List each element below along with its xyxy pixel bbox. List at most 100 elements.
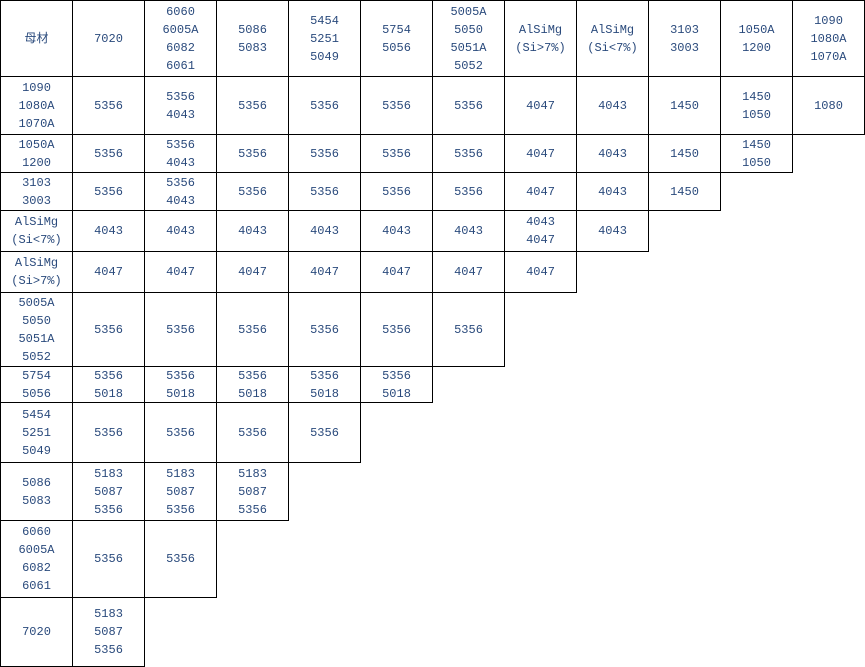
- value-cell: 5356: [288, 172, 361, 211]
- cell-text: 4047: [526, 233, 555, 247]
- cell-text: (Si>7%): [11, 274, 62, 288]
- cell-text: 5356: [94, 368, 123, 383]
- value-cell: 5356 5018: [72, 366, 145, 403]
- value-cell: 5356: [288, 76, 361, 135]
- value-cell: 5356: [216, 134, 289, 173]
- cell-text: 5056: [22, 386, 51, 401]
- cell-text: 4047: [526, 184, 555, 199]
- cell-text: 7020: [22, 625, 51, 639]
- cell-text: 4043: [238, 224, 267, 238]
- cell-text: 5356: [166, 175, 195, 190]
- value-cell: 5183 5087 5356: [72, 462, 145, 521]
- cell-text: 7020: [94, 31, 123, 46]
- value-cell: 5356: [288, 134, 361, 173]
- cell-text: 5356: [310, 184, 339, 199]
- cell-text: 5018: [310, 386, 339, 401]
- row-label-cell: 1090 1080A 1070A: [0, 76, 73, 135]
- value-cell: 1450: [648, 172, 721, 211]
- cell-text: 5356: [166, 89, 195, 104]
- value-cell: 5356: [288, 292, 361, 367]
- cell-text: 1450: [742, 137, 771, 152]
- value-cell: 5356: [360, 292, 433, 367]
- cell-text: 4047: [166, 265, 195, 279]
- value-cell: 1450: [648, 134, 721, 173]
- header-cell: 3103 3003: [648, 0, 721, 77]
- value-cell: 4043: [288, 210, 361, 252]
- cell-text: 5356: [310, 368, 339, 383]
- value-cell: 5356: [72, 134, 145, 173]
- value-cell: 5356: [216, 76, 289, 135]
- cell-text: 5083: [238, 40, 267, 55]
- cell-text: 5049: [22, 443, 51, 458]
- cell-text: 1090: [814, 13, 843, 28]
- value-cell: 4043 4047: [504, 210, 577, 252]
- cell-text: 1200: [22, 155, 51, 170]
- cell-text: 5087: [238, 484, 267, 499]
- cell-text: (Si<7%): [11, 233, 62, 247]
- cell-text: 5356: [310, 146, 339, 161]
- cell-text: 4043: [526, 215, 555, 229]
- cell-text: 5356: [238, 98, 267, 113]
- cell-text: 5356: [382, 98, 411, 113]
- corner-cell: 母材: [0, 0, 73, 77]
- cell-text: 1070A: [18, 116, 55, 131]
- row-label-cell: 6060 6005A 6082 6061: [0, 520, 73, 598]
- value-cell: 5356: [72, 520, 145, 598]
- cell-text: 5183: [94, 607, 123, 621]
- cell-text: 5087: [94, 484, 123, 499]
- value-cell: 5356: [72, 172, 145, 211]
- cell-text: 1080A: [18, 98, 55, 113]
- value-cell: 5356: [432, 134, 505, 173]
- cell-text: 5356: [94, 98, 123, 113]
- value-cell: 5183 5087 5356: [72, 597, 145, 667]
- cell-text: 5251: [310, 31, 339, 46]
- cell-text: 4047: [526, 265, 555, 279]
- cell-text: 1450: [670, 98, 699, 113]
- cell-text: 6060: [166, 4, 195, 19]
- cell-text: 5356: [310, 425, 339, 440]
- cell-text: 1050: [742, 107, 771, 122]
- cell-text: 4043: [166, 224, 195, 238]
- cell-text: 1050A: [18, 137, 55, 152]
- cell-text: 6005A: [162, 22, 199, 37]
- value-cell: 5183 5087 5356: [216, 462, 289, 521]
- cell-text: 5356: [382, 184, 411, 199]
- cell-text: 4047: [526, 146, 555, 161]
- cell-text: 5754: [382, 22, 411, 37]
- cell-text: AlSiMg: [590, 22, 635, 37]
- header-cell: 5086 5083: [216, 0, 289, 77]
- cell-text: 6082: [166, 40, 195, 55]
- value-cell: 5356: [72, 76, 145, 135]
- value-cell: 1450 1050: [720, 134, 793, 173]
- cell-text: 3003: [670, 40, 699, 55]
- cell-text: 4047: [454, 265, 483, 279]
- row-label-cell: 1050A 1200: [0, 134, 73, 173]
- cell-text: 1050A: [738, 22, 775, 37]
- cell-text: AlSiMg: [14, 215, 59, 229]
- value-cell: 4047: [504, 134, 577, 173]
- cell-text: 4043: [598, 98, 627, 113]
- value-cell: 4047: [504, 76, 577, 135]
- cell-text: 5356: [94, 146, 123, 161]
- cell-text: 1090: [22, 80, 51, 95]
- cell-text: 3103: [22, 175, 51, 190]
- cell-text: 5356: [238, 146, 267, 161]
- cell-text: (Si<7%): [587, 40, 638, 55]
- cell-text: 5049: [310, 49, 339, 64]
- cell-text: 6061: [166, 58, 195, 73]
- value-cell: 5356: [216, 402, 289, 463]
- header-cell: 1050A 1200: [720, 0, 793, 77]
- cell-text: 5251: [22, 425, 51, 440]
- cell-text: 4043: [598, 224, 627, 238]
- cell-text: 5018: [94, 386, 123, 401]
- cell-text: 1450: [742, 89, 771, 104]
- header-cell: 1090 1080A 1070A: [792, 0, 865, 77]
- cell-text: AlSiMg: [518, 22, 563, 37]
- cell-text: 5356: [166, 552, 195, 566]
- row-label-cell: 5086 5083: [0, 462, 73, 521]
- value-cell: 1080: [792, 76, 865, 135]
- cell-text: 6005A: [18, 543, 55, 557]
- cell-text: 5356: [382, 146, 411, 161]
- value-cell: 5356: [432, 172, 505, 211]
- value-cell: 4043: [360, 210, 433, 252]
